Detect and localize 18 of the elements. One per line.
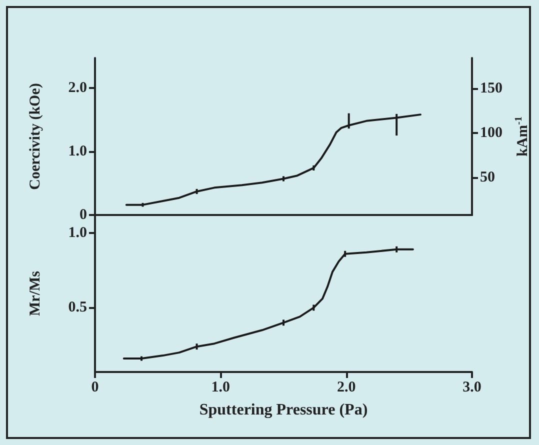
y-axis-title: Mr/Ms [28, 270, 44, 316]
y2-tick-label: 50 [480, 170, 495, 186]
y2-axis-title: kAm-1 [514, 116, 531, 156]
x-tick-label: 1.0 [211, 380, 230, 396]
y-tick-label: 1.0 [68, 143, 87, 160]
y-axis-title: Coercivity (kOe) [28, 83, 44, 190]
x-tick-label: 2.0 [336, 380, 356, 396]
line-series [125, 114, 422, 206]
x-axis-title: Sputtering Pressure (Pa) [199, 402, 368, 418]
x-tick-label: 3.0 [462, 380, 482, 396]
y-tick-label: 0 [80, 207, 87, 223]
y-tick-label: 1.0 [68, 224, 87, 241]
y2-tick-label: 150 [480, 80, 502, 96]
y2-tick-label: 100 [480, 124, 502, 141]
line-series [122, 248, 414, 360]
x-tick-label: 0 [91, 380, 99, 396]
y-tick-label: 0.5 [68, 300, 87, 316]
y-tick-label: 2.0 [68, 80, 87, 96]
